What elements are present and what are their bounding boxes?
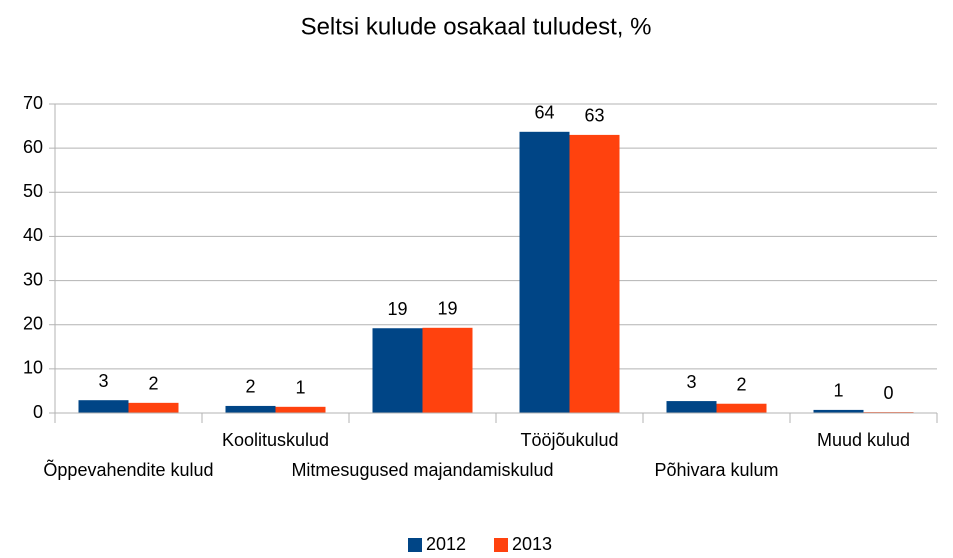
bar bbox=[716, 403, 767, 413]
bar bbox=[78, 400, 129, 413]
data-label: 2 bbox=[245, 377, 255, 397]
y-tick-label: 70 bbox=[23, 93, 43, 113]
data-label: 2 bbox=[148, 374, 158, 394]
data-label: 2 bbox=[736, 374, 746, 394]
data-label: 19 bbox=[387, 299, 407, 319]
bar bbox=[666, 401, 717, 413]
data-label: 1 bbox=[833, 381, 843, 401]
legend-label: 2013 bbox=[512, 534, 552, 554]
y-tick-label: 40 bbox=[23, 225, 43, 245]
data-label: 3 bbox=[98, 371, 108, 391]
y-tick-label: 50 bbox=[23, 181, 43, 201]
data-label: 1 bbox=[295, 378, 305, 398]
x-tick-label: Muud kulud bbox=[817, 430, 910, 450]
y-tick-label: 30 bbox=[23, 269, 43, 289]
bar bbox=[275, 406, 326, 413]
bar bbox=[422, 327, 473, 413]
data-label: 19 bbox=[437, 299, 457, 319]
data-label: 0 bbox=[883, 383, 893, 403]
legend-label: 2012 bbox=[426, 534, 466, 554]
x-tick-label: Põhivara kulum bbox=[654, 460, 778, 480]
y-tick-label: 0 bbox=[33, 402, 43, 422]
chart-title: Seltsi kulude osakaal tuludest, % bbox=[301, 13, 652, 40]
bar bbox=[813, 409, 864, 413]
bar bbox=[225, 405, 276, 413]
bar bbox=[569, 134, 620, 413]
legend-swatch bbox=[408, 538, 422, 552]
y-tick-label: 10 bbox=[23, 358, 43, 378]
x-tick-label: Õppevahendite kulud bbox=[43, 459, 213, 480]
data-label: 3 bbox=[686, 372, 696, 392]
data-label: 63 bbox=[584, 106, 604, 126]
y-tick-label: 20 bbox=[23, 313, 43, 333]
y-tick-label: 60 bbox=[23, 137, 43, 157]
bar bbox=[519, 131, 570, 413]
x-tick-label: Koolituskulud bbox=[222, 430, 329, 450]
legend-swatch bbox=[494, 538, 508, 552]
x-tick-label: Mitmesugused majandamiskulud bbox=[291, 460, 553, 480]
bar bbox=[372, 328, 423, 413]
bar bbox=[128, 402, 179, 413]
data-label: 64 bbox=[534, 103, 554, 123]
x-tick-label: Tööjõukulud bbox=[520, 430, 618, 450]
